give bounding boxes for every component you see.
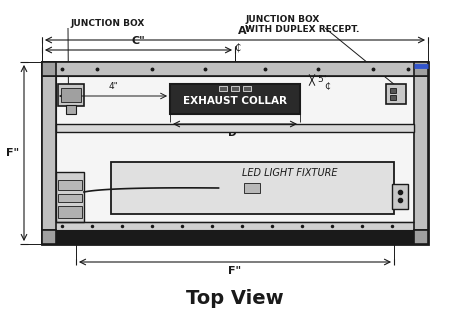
- Bar: [61, 88, 81, 102]
- Text: 4": 4": [108, 82, 118, 91]
- Bar: [111, 162, 394, 214]
- Text: F": F": [228, 266, 241, 276]
- Bar: [243, 86, 251, 91]
- Bar: [390, 95, 396, 100]
- Text: C": C": [132, 36, 146, 46]
- Bar: [58, 84, 84, 106]
- Bar: [170, 84, 300, 114]
- Bar: [66, 105, 76, 114]
- Bar: [56, 172, 84, 222]
- Bar: [42, 222, 428, 230]
- Bar: [414, 230, 428, 244]
- Text: ₵: ₵: [234, 43, 240, 53]
- Bar: [58, 206, 82, 218]
- Bar: [42, 230, 56, 244]
- Bar: [42, 230, 428, 244]
- Bar: [390, 88, 396, 93]
- Bar: [56, 124, 414, 132]
- Text: ₵: ₵: [324, 82, 330, 91]
- Text: Top View: Top View: [186, 289, 284, 308]
- Bar: [42, 76, 56, 230]
- Bar: [42, 62, 428, 76]
- Text: EXHAUST COLLAR: EXHAUST COLLAR: [183, 95, 287, 105]
- Text: A": A": [238, 26, 252, 36]
- Bar: [42, 62, 428, 244]
- Bar: [231, 86, 239, 91]
- Text: F": F": [6, 148, 19, 158]
- Text: 5": 5": [317, 76, 327, 85]
- Bar: [58, 180, 82, 190]
- Text: WITH DUPLEX RECEPT.: WITH DUPLEX RECEPT.: [245, 26, 359, 35]
- Text: D": D": [228, 128, 242, 138]
- Bar: [414, 62, 428, 76]
- Bar: [244, 183, 260, 193]
- Text: JUNCTION BOX: JUNCTION BOX: [245, 16, 319, 25]
- Bar: [414, 76, 428, 230]
- Bar: [42, 62, 56, 76]
- Bar: [386, 84, 406, 104]
- Bar: [58, 194, 82, 202]
- Text: JUNCTION BOX: JUNCTION BOX: [70, 19, 144, 28]
- Bar: [56, 76, 414, 222]
- Bar: [219, 86, 227, 91]
- Bar: [392, 184, 408, 209]
- Text: LED LIGHT FIXTURE: LED LIGHT FIXTURE: [242, 168, 338, 178]
